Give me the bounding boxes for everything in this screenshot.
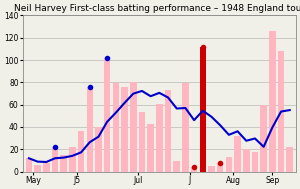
- Bar: [121, 87, 128, 172]
- Bar: [226, 157, 232, 172]
- Bar: [147, 124, 154, 172]
- Bar: [69, 147, 76, 172]
- Bar: [165, 90, 171, 172]
- Bar: [26, 158, 32, 172]
- Bar: [60, 155, 67, 172]
- Bar: [200, 47, 206, 172]
- Bar: [112, 84, 119, 172]
- Bar: [252, 152, 258, 172]
- Bar: [260, 105, 267, 172]
- Bar: [130, 82, 136, 172]
- Bar: [286, 147, 293, 172]
- Bar: [217, 163, 224, 172]
- Bar: [78, 132, 84, 172]
- Bar: [104, 58, 110, 172]
- Bar: [86, 87, 93, 172]
- Bar: [278, 51, 284, 172]
- Bar: [243, 149, 250, 172]
- Bar: [234, 136, 241, 172]
- Title: Neil Harvey First-class batting performance – 1948 England tour: Neil Harvey First-class batting performa…: [14, 4, 300, 13]
- Bar: [182, 84, 189, 172]
- Bar: [173, 160, 180, 172]
- Bar: [156, 104, 163, 172]
- Bar: [43, 163, 50, 172]
- Bar: [139, 112, 145, 172]
- Bar: [269, 31, 276, 172]
- Bar: [208, 166, 215, 172]
- Bar: [34, 165, 41, 172]
- Bar: [95, 127, 102, 172]
- Bar: [191, 167, 197, 172]
- Bar: [52, 147, 58, 172]
